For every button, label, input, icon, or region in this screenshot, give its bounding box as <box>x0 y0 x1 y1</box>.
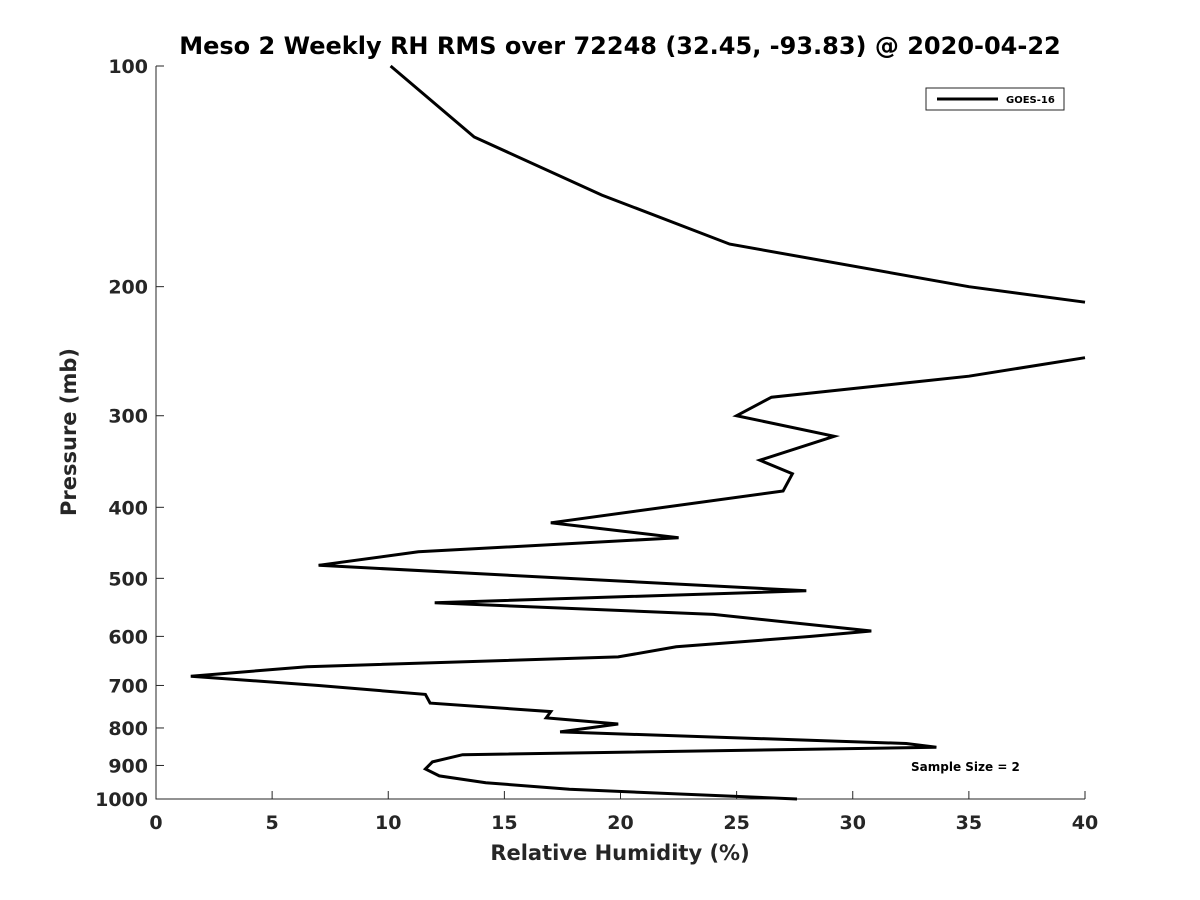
series-line-goes-16 <box>389 64 1086 304</box>
legend: GOES-16 <box>925 87 1065 111</box>
x-tick-label: 10 <box>375 812 401 834</box>
x-tick-label: 20 <box>607 812 633 834</box>
sample-size-annotation: Sample Size = 2 <box>911 760 1020 774</box>
y-axis-label: Pressure (mb) <box>57 348 81 516</box>
x-tick-label: 5 <box>266 812 279 834</box>
y-tick-label: 900 <box>108 755 148 777</box>
y-tick-label: 100 <box>108 56 148 78</box>
x-tick-label: 40 <box>1072 812 1098 834</box>
y-tick-label: 200 <box>108 277 148 299</box>
x-tick-label: 35 <box>956 812 982 834</box>
y-tick-label: 800 <box>108 718 148 740</box>
axis-box <box>155 66 1085 800</box>
x-tick-label: 25 <box>723 812 749 834</box>
chart-title: Meso 2 Weekly RH RMS over 72248 (32.45, … <box>179 32 1061 60</box>
y-tick-label: 700 <box>108 675 148 697</box>
y-axis-ticks: 100 200 300 400 500 600 700 800 900 1000 <box>95 56 164 811</box>
series-line-goes-16 <box>190 356 1086 801</box>
legend-label-goes-16: GOES-16 <box>1006 95 1055 106</box>
series-layer <box>190 64 1086 801</box>
x-axis-ticks: 0 5 10 15 20 25 30 35 40 <box>149 791 1098 834</box>
x-axis-label: Relative Humidity (%) <box>490 841 749 865</box>
x-tick-label: 0 <box>149 812 162 834</box>
y-tick-label: 400 <box>108 497 148 519</box>
y-tick-label: 1000 <box>95 789 148 811</box>
y-tick-label: 500 <box>108 568 148 590</box>
y-tick-label: 600 <box>108 626 148 648</box>
plot-area: 0 5 10 15 20 25 30 35 40 100 200 300 400 500 600 700 80… <box>95 56 1098 834</box>
x-tick-label: 15 <box>491 812 517 834</box>
x-tick-label: 30 <box>840 812 866 834</box>
y-tick-label: 300 <box>108 406 148 428</box>
